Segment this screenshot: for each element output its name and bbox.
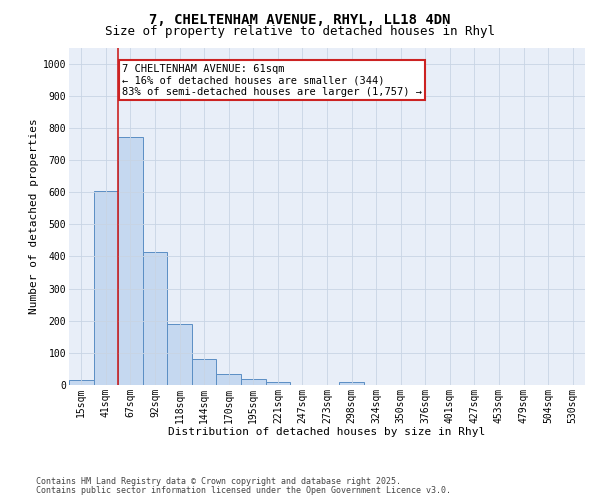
- Text: Contains HM Land Registry data © Crown copyright and database right 2025.: Contains HM Land Registry data © Crown c…: [36, 477, 401, 486]
- Bar: [143, 252, 167, 385]
- Text: 7 CHELTENHAM AVENUE: 61sqm
← 16% of detached houses are smaller (344)
83% of sem: 7 CHELTENHAM AVENUE: 61sqm ← 16% of deta…: [122, 64, 422, 97]
- Text: Size of property relative to detached houses in Rhyl: Size of property relative to detached ho…: [105, 25, 495, 38]
- X-axis label: Distribution of detached houses by size in Rhyl: Distribution of detached houses by size …: [169, 427, 485, 437]
- Bar: [217, 374, 241, 385]
- Text: Contains public sector information licensed under the Open Government Licence v3: Contains public sector information licen…: [36, 486, 451, 495]
- Bar: [192, 360, 217, 385]
- Text: 7, CHELTENHAM AVENUE, RHYL, LL18 4DN: 7, CHELTENHAM AVENUE, RHYL, LL18 4DN: [149, 12, 451, 26]
- Bar: [241, 379, 266, 385]
- Bar: [339, 382, 364, 385]
- Y-axis label: Number of detached properties: Number of detached properties: [29, 118, 38, 314]
- Bar: [266, 382, 290, 385]
- Bar: [118, 138, 143, 385]
- Bar: [94, 190, 118, 385]
- Bar: [167, 324, 192, 385]
- Bar: [69, 380, 94, 385]
